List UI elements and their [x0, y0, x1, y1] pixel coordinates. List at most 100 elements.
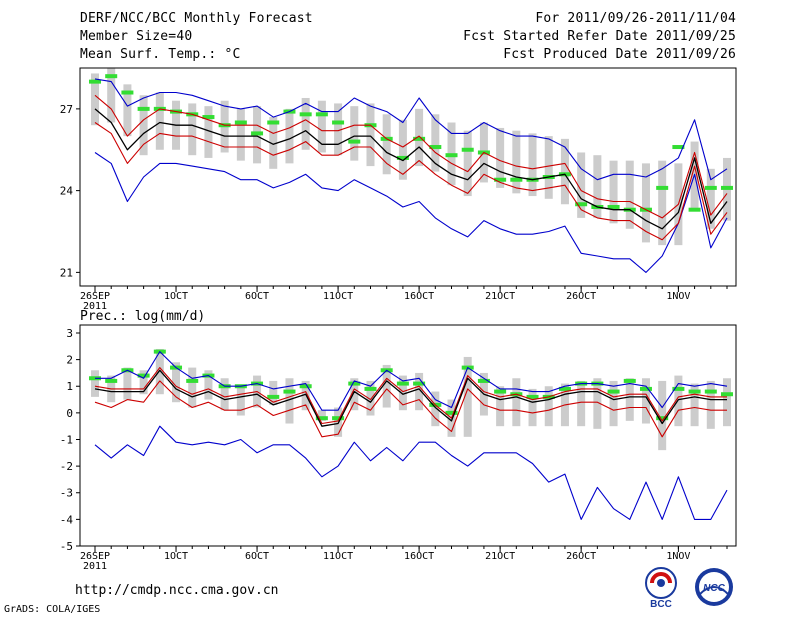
y-tick-label: 2	[66, 354, 73, 367]
green-mark	[413, 381, 426, 386]
green-mark	[688, 207, 701, 212]
spread-box	[431, 391, 440, 427]
upper-inner-line	[94, 94, 728, 219]
spread-box	[415, 372, 424, 411]
spread-box	[269, 117, 278, 169]
green-mark	[348, 381, 361, 386]
green-mark	[704, 185, 717, 190]
spread-box	[512, 378, 521, 427]
spread-box	[398, 119, 407, 180]
spread-box	[317, 100, 326, 153]
spread-box	[674, 375, 683, 427]
x-tick-label: 6OCT	[245, 291, 269, 302]
green-mark	[623, 378, 636, 383]
green-mark	[672, 386, 685, 391]
spread-box	[107, 68, 116, 123]
y-tick-label: -1	[60, 433, 73, 446]
spread-box	[204, 370, 213, 400]
green-mark	[639, 386, 652, 391]
green-mark	[251, 131, 264, 136]
x-tick-label: 26OCT	[566, 551, 596, 562]
green-mark	[477, 378, 490, 383]
green-mark	[299, 112, 312, 117]
spread-box	[706, 380, 715, 429]
bcc-logo-text: BCC	[650, 599, 672, 610]
green-mark	[672, 145, 685, 150]
green-mark	[299, 384, 312, 389]
green-mark	[494, 177, 507, 182]
green-mark	[121, 90, 134, 95]
spread-box	[641, 378, 650, 424]
green-mark	[234, 120, 247, 125]
spread-box	[123, 84, 132, 137]
spread-box	[236, 386, 245, 416]
spread-box	[577, 152, 586, 218]
upper-inner-line	[94, 367, 727, 425]
spread-box	[544, 136, 553, 199]
green-mark	[332, 120, 345, 125]
spread-box	[334, 103, 343, 156]
green-mark	[445, 153, 458, 158]
green-mark	[688, 389, 701, 394]
spread-box	[658, 380, 667, 451]
grads-credit: GrADS: COLA/IGES	[4, 604, 101, 615]
green-mark	[494, 389, 507, 394]
ensemble-mean-line	[94, 369, 727, 427]
spread-box	[641, 163, 650, 243]
spread-box	[285, 378, 294, 424]
y-tick-label: 24	[60, 185, 74, 198]
y-tick-label: 0	[66, 407, 73, 420]
x-tick-label: 16OCT	[404, 551, 434, 562]
green-mark	[267, 120, 280, 125]
spread-box	[172, 362, 181, 403]
member-size: Member Size=40	[80, 29, 193, 44]
spread-box	[706, 168, 715, 229]
green-mark	[396, 155, 409, 160]
x-year-label: 2011	[83, 561, 107, 572]
x-tick-label: 11OCT	[323, 291, 353, 302]
spread-box	[155, 92, 164, 150]
x-tick-label: 26SEP	[80, 551, 110, 562]
chart-panel-1: 21 24 27 26SEP 1OCT 6OCT 11OCT 16OCT 21OCT 26OCT 1…	[60, 67, 737, 312]
chart-title: DERF/NCC/BCC Monthly Forecast	[80, 11, 313, 26]
y-tick-label: 21	[60, 266, 73, 279]
spread-box	[593, 378, 602, 429]
x-tick-label: 1NOV	[666, 551, 690, 562]
x-tick-label: 1OCT	[164, 291, 188, 302]
ncc-logo-text: NCC	[703, 583, 725, 594]
plot-frame	[79, 324, 737, 547]
spread-box	[366, 103, 375, 167]
spread-box	[625, 160, 634, 229]
y-tick-label: 27	[60, 103, 73, 116]
y-tick-label: 3	[66, 327, 73, 340]
y-tick-label: -5	[60, 540, 73, 553]
x-tick-label: 26OCT	[566, 291, 596, 302]
x-tick-label: 6OCT	[245, 551, 269, 562]
spread-box	[528, 388, 537, 427]
green-mark	[315, 112, 328, 117]
green-mark	[396, 381, 409, 386]
x-tick-label: 11OCT	[323, 551, 353, 562]
green-mark	[656, 185, 669, 190]
green-mark	[315, 416, 328, 421]
green-mark	[510, 177, 523, 182]
x-tick-label: 21OCT	[485, 291, 515, 302]
green-mark	[267, 394, 280, 399]
spread-box	[560, 138, 569, 205]
spread-box	[220, 378, 229, 411]
green-mark	[721, 392, 733, 397]
lower-inner-line	[94, 122, 728, 241]
spread-box	[577, 380, 586, 427]
forecast-period: For 2011/09/26-2011/11/04	[535, 11, 736, 26]
green-mark	[607, 204, 620, 209]
green-mark	[429, 145, 442, 150]
spread-box	[269, 380, 278, 405]
green-mark	[202, 115, 215, 120]
green-mark	[607, 389, 620, 394]
spread-box	[609, 380, 618, 427]
green-mark	[283, 389, 296, 394]
green-mark	[105, 378, 118, 383]
y-tick-label: -3	[60, 487, 73, 500]
fcst-produced-date: Fcst Produced Date 2011/09/26	[503, 47, 736, 62]
spread-box	[723, 378, 731, 427]
